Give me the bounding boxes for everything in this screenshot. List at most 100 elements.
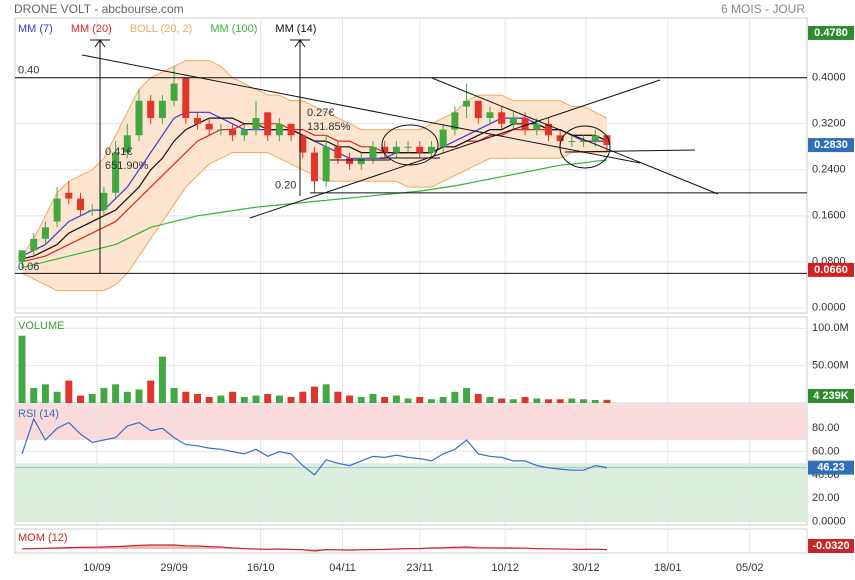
trend-line <box>81 54 641 164</box>
volume-bar <box>65 380 73 403</box>
candle-body <box>100 192 108 211</box>
horizontal-line-label: 0.20 <box>275 180 296 192</box>
annotation: 651.90% <box>105 160 149 172</box>
value-box-label: 0.4780 <box>814 27 848 39</box>
value-box-label: 0.0660 <box>814 264 848 276</box>
volume-bar <box>427 399 435 403</box>
volume-bar <box>463 388 471 403</box>
volume-bar <box>591 400 599 403</box>
volume-bar <box>357 397 365 403</box>
volume-bar <box>123 391 131 403</box>
volume-bar <box>53 391 61 403</box>
volume-bar <box>30 388 38 403</box>
volume-bar <box>41 384 49 403</box>
trend-line <box>431 77 719 195</box>
candle-body <box>474 100 482 119</box>
volume-bar <box>603 399 611 403</box>
annotation: 0.41€ <box>105 146 133 158</box>
candle-body <box>217 129 225 131</box>
volume-bar <box>88 394 96 403</box>
candle-body <box>53 198 61 222</box>
volume-bar <box>568 398 576 403</box>
candle-body <box>369 146 377 159</box>
zone <box>16 463 806 522</box>
value-box-label: 0.2830 <box>814 139 848 151</box>
volume-bar <box>439 397 447 403</box>
trend-line <box>249 79 661 219</box>
y-tick-label: 0.0000 <box>812 515 846 527</box>
panel-title: RSI (14) <box>18 408 59 420</box>
arrow-head <box>294 39 306 48</box>
moving-average <box>21 123 608 263</box>
candle-body <box>182 77 190 119</box>
candle-body <box>521 118 529 130</box>
volume-bar <box>77 395 85 403</box>
legend-entry: MM (100) <box>210 23 257 35</box>
rsi-line <box>21 417 608 476</box>
moving-average <box>21 159 608 269</box>
volume-bar <box>158 356 166 403</box>
plot <box>15 60 807 552</box>
volume-bar <box>369 394 377 403</box>
candle-body <box>544 123 552 136</box>
x-tick-label: 18/01 <box>654 562 682 574</box>
horizontal-line-label: 0.06 <box>18 261 39 273</box>
candle-body <box>591 135 599 142</box>
candle-body <box>112 152 120 193</box>
volume-bar <box>240 397 248 403</box>
candle-body <box>88 210 96 212</box>
candle-body <box>486 112 494 119</box>
period-label: 6 MOIS - JOUR <box>721 2 805 16</box>
ellipse <box>559 125 611 169</box>
chart-title: DRONE VOLT - abcbourse.com <box>14 2 184 16</box>
drawings <box>81 39 719 273</box>
x-tick-label: 23/11 <box>406 562 433 574</box>
candle-body <box>498 112 506 124</box>
value-box <box>808 460 854 475</box>
candle-body <box>41 227 49 239</box>
candle-body <box>556 135 564 142</box>
arrow-head <box>94 39 106 48</box>
value-box-label: -0.0320 <box>812 540 849 552</box>
volume-bar <box>182 391 190 403</box>
candle-body <box>135 100 143 136</box>
panel-frame <box>14 316 808 404</box>
volume-bar <box>275 395 283 403</box>
volume-bar <box>18 335 26 403</box>
candle-body <box>77 198 85 211</box>
labels: 0.40000.32000.24000.16000.08000.0000100.… <box>18 23 854 574</box>
y-tick-label: 80.00 <box>812 422 840 434</box>
y-tick-label: 0.2400 <box>812 164 846 176</box>
x-tick-label: 16/10 <box>247 562 275 574</box>
volume-bar <box>346 395 354 403</box>
value-box <box>808 25 854 40</box>
candle-body <box>509 118 517 124</box>
y-tick-label: 0.0000 <box>812 302 846 314</box>
candle-body <box>299 135 307 153</box>
value-box-label: 46.23 <box>817 462 845 474</box>
y-tick-label: 20.00 <box>812 492 840 504</box>
candle-body <box>240 129 248 136</box>
candle-body <box>427 146 435 153</box>
bollinger-upper <box>21 60 608 257</box>
volume-bar <box>310 386 318 403</box>
ellipse <box>381 124 439 166</box>
volume-bar <box>521 397 529 403</box>
candle-body <box>193 118 201 124</box>
candle-body <box>229 129 237 136</box>
candle-body <box>158 100 166 119</box>
volume-bar <box>416 397 424 403</box>
volume-bar <box>498 398 506 403</box>
panel-frame <box>14 528 808 554</box>
candle-body <box>392 146 400 153</box>
candle-body <box>30 238 38 251</box>
value-box <box>808 262 854 277</box>
candle-body <box>275 123 283 136</box>
x-tick-label: 10/09 <box>83 562 111 574</box>
volume-bar <box>170 388 178 403</box>
annotation: 0.27€ <box>307 107 335 119</box>
momentum-line <box>21 544 608 552</box>
volume-bar <box>252 395 260 403</box>
